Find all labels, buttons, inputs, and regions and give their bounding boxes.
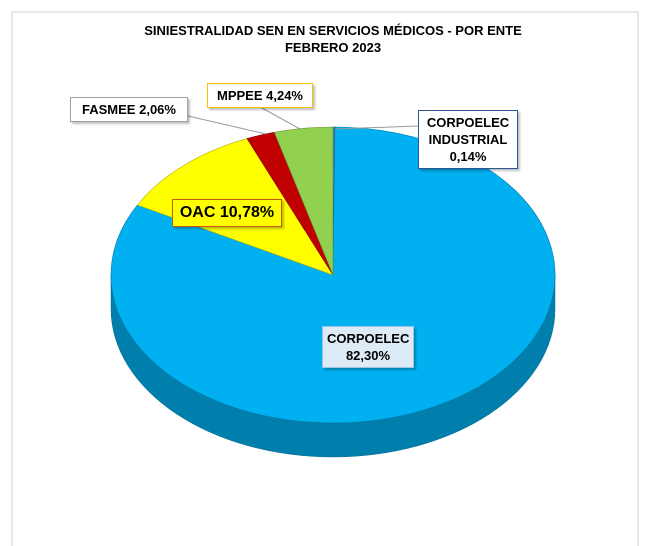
data-label: CORPOELEC INDUSTRIAL 0,14%: [418, 110, 518, 169]
data-label-category: CORPOELEC: [327, 331, 410, 346]
chart-subtitle: FEBRERO 2023: [285, 40, 381, 55]
data-label-category: CORPOELEC INDUSTRIAL: [426, 115, 510, 147]
chart-title: SINIESTRALIDAD SEN EN SERVICIOS MÉDICOS …: [144, 23, 522, 38]
data-label: MPPEE 4,24%: [207, 83, 313, 108]
data-label-category: MPPEE: [216, 88, 263, 103]
data-label-value: 2,06%: [139, 102, 176, 117]
data-label-value: 4,24%: [266, 88, 303, 103]
data-label: OAC 10,78%: [172, 199, 282, 227]
data-label: FASMEE 2,06%: [70, 97, 188, 122]
leader-line: [187, 115, 267, 135]
data-label-value: 10,78%: [219, 204, 275, 221]
data-label: CORPOELEC 82,30%: [322, 326, 414, 368]
data-label-value: 82,30%: [345, 348, 391, 363]
pie-slice: [273, 126, 334, 276]
data-label-category: OAC: [179, 204, 216, 221]
data-label-category: FASMEE: [82, 102, 136, 117]
leader-line: [261, 107, 301, 130]
leader-line: [334, 125, 419, 130]
data-label-value: 0,14%: [449, 149, 487, 164]
